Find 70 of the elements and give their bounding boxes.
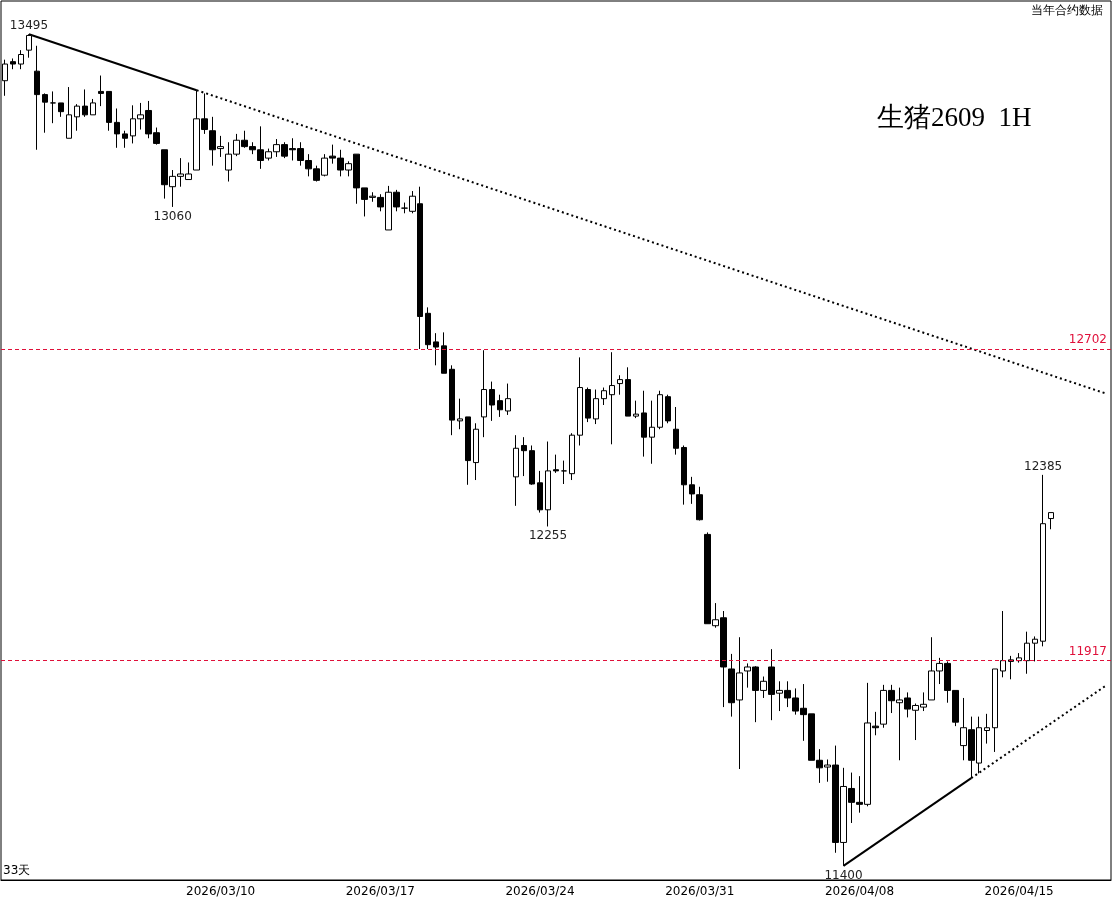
candlestick <box>649 400 655 465</box>
candlestick <box>433 332 439 366</box>
candlestick <box>457 398 463 430</box>
candlestick <box>569 432 575 481</box>
candlestick <box>513 434 519 507</box>
candlestick <box>50 90 56 124</box>
text: 11400 <box>824 867 863 882</box>
candlestick <box>625 366 631 417</box>
candlestick <box>114 107 120 149</box>
x-tick-label: 2026/04/08 <box>824 884 895 898</box>
candlestick <box>617 374 623 396</box>
candlestick <box>449 364 455 436</box>
candlestick <box>529 445 535 486</box>
candlestick <box>98 75 104 107</box>
candlestick <box>673 406 679 456</box>
candlestick <box>106 90 112 132</box>
ref-line-label: 12702 <box>1068 332 1107 347</box>
text: 当年合约数据 <box>1031 3 1103 17</box>
candlestick <box>1048 512 1054 530</box>
candlestick <box>481 349 487 438</box>
candlestick <box>90 98 96 116</box>
candlestick <box>10 57 16 70</box>
candlestick <box>585 387 591 423</box>
candlestick <box>641 390 647 458</box>
candlestick <box>497 394 503 418</box>
candlestick <box>441 331 447 374</box>
candlestick <box>42 92 48 134</box>
candlestick <box>553 454 559 474</box>
candlestick <box>1000 610 1006 678</box>
candlestick <box>665 394 671 424</box>
text: 13060 <box>153 208 192 223</box>
candlestick <box>58 102 64 118</box>
x-tick-label: 2026/03/17 <box>345 884 415 898</box>
candlestick <box>489 381 495 422</box>
candlestick <box>465 416 471 486</box>
annotation: 33天 <box>3 863 31 877</box>
candlestick <box>537 470 543 514</box>
x-tick-label: 2026/03/24 <box>505 884 575 898</box>
candlestick <box>1032 635 1038 662</box>
candlestick <box>122 130 128 149</box>
candlestick <box>425 306 431 350</box>
candlestick <box>633 400 639 419</box>
candlestick <box>561 460 567 485</box>
candlestick <box>1040 474 1046 647</box>
text: 12385 <box>1024 458 1063 473</box>
candlestick <box>545 441 551 527</box>
candlestick <box>1024 631 1030 675</box>
candlestick <box>521 436 527 477</box>
ref-line-label: 11917 <box>1068 643 1107 658</box>
text: 生猪2609 1H <box>877 101 1032 132</box>
candlestick <box>601 387 607 406</box>
x-tick-label: 2026/03/10 <box>186 884 256 898</box>
candlestick <box>82 88 88 118</box>
candlestick <box>984 713 990 745</box>
x-tick-label: 2026/04/15 <box>984 884 1054 898</box>
text: 13495 <box>9 18 49 33</box>
candlestick <box>66 86 72 139</box>
candlestick <box>992 668 998 753</box>
candlestick <box>34 45 40 151</box>
text: 12255 <box>528 528 568 543</box>
candlestick <box>577 356 583 446</box>
candlestick <box>18 49 24 70</box>
candlestick <box>473 422 479 481</box>
candlestick <box>657 390 663 430</box>
x-tick-label: 2026/03/31 <box>665 884 735 898</box>
candlestick <box>609 351 615 445</box>
candlestick <box>505 383 511 416</box>
candlestick <box>681 445 687 506</box>
candlestick <box>593 389 599 425</box>
candlestick <box>74 103 80 132</box>
